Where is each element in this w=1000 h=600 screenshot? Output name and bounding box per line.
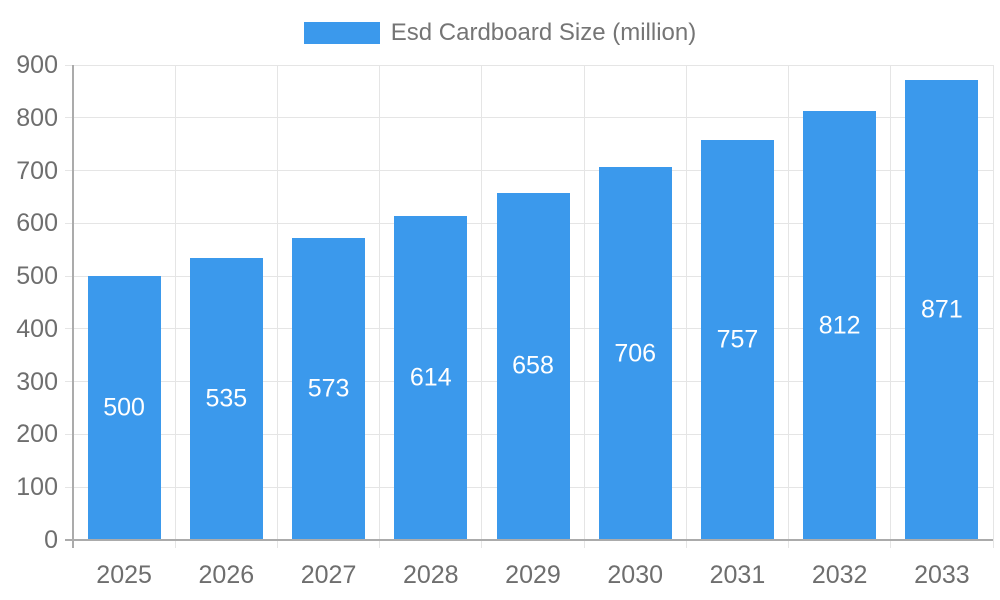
bar[interactable]: 871 (905, 80, 979, 540)
x-gridline (174, 65, 176, 548)
x-gridline (788, 65, 790, 548)
y-axis-tick-label: 300 (16, 367, 58, 396)
y-gridline (65, 117, 993, 119)
x-gridline (583, 65, 585, 548)
y-axis-tick-label: 100 (16, 473, 58, 502)
bar-value-label: 535 (205, 384, 248, 413)
y-gridline (65, 170, 993, 172)
x-axis-tick-label: 2028 (402, 561, 459, 589)
x-axis-line (65, 539, 993, 541)
y-axis-tick-label: 600 (16, 209, 58, 238)
y-axis-tick-label: 800 (16, 103, 58, 132)
bar-value-label: 871 (921, 295, 963, 324)
x-axis-tick-label: 2026 (198, 561, 255, 589)
legend-label: Esd Cardboard Size (million) (390, 19, 697, 46)
x-axis-tick-label: 2025 (96, 561, 152, 589)
bar-value-label: 706 (614, 339, 657, 368)
x-axis-tick-label: 2031 (709, 561, 766, 589)
bar[interactable]: 812 (803, 111, 877, 540)
bar-value-label: 500 (103, 393, 145, 422)
y-axis-tick-label: 200 (16, 420, 58, 449)
x-gridline (276, 65, 278, 548)
bar[interactable]: 614 (394, 215, 468, 540)
x-axis-tick-label: 2030 (607, 561, 664, 589)
bar-value-label: 658 (512, 351, 554, 380)
y-axis-tick-label: 900 (16, 51, 58, 79)
x-axis-tick-label: 2033 (914, 561, 970, 589)
bar[interactable]: 658 (496, 192, 570, 540)
y-axis-tick-label: 500 (16, 262, 58, 291)
y-axis-tick-label: 700 (16, 156, 58, 185)
bar-value-label: 812 (818, 311, 861, 340)
bar-value-label: 757 (716, 325, 759, 354)
x-axis-tick-label: 2032 (811, 561, 868, 589)
bar[interactable]: 573 (292, 237, 366, 540)
chart-legend[interactable]: Esd Cardboard Size (million) (0, 18, 1000, 48)
bar-value-label: 573 (307, 374, 350, 403)
x-gridline (992, 65, 994, 548)
bar[interactable]: 535 (189, 257, 263, 540)
x-axis-tick-label: 2029 (505, 561, 561, 589)
x-gridline (379, 65, 381, 548)
y-axis-tick-label: 400 (16, 314, 58, 343)
x-gridline (685, 65, 687, 548)
legend-swatch (303, 22, 380, 44)
x-gridline (890, 65, 892, 548)
y-axis-line (72, 65, 74, 548)
y-axis-tick-label: 0 (44, 526, 58, 554)
y-gridline (65, 64, 993, 66)
bar[interactable]: 706 (598, 167, 672, 540)
x-axis-tick-label: 2027 (300, 561, 357, 589)
bar[interactable]: 757 (700, 140, 774, 540)
x-gridline (481, 65, 483, 548)
bar[interactable]: 500 (87, 276, 161, 540)
bar-value-label: 614 (409, 363, 452, 392)
